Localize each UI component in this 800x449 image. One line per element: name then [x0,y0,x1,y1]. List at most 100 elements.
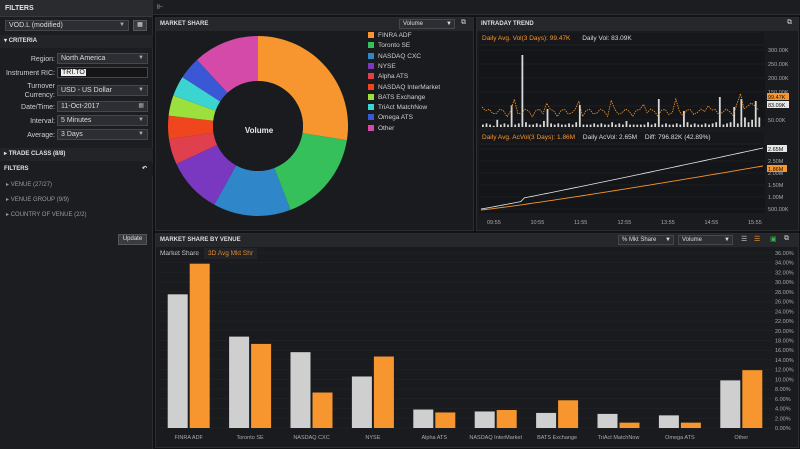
x-tick-label: NYSE [365,435,380,441]
undo-icon[interactable]: ↶ [141,166,147,172]
bar-market-share [658,415,679,428]
collapse-panel-icon[interactable]: ⊩ [157,4,164,11]
average-select[interactable]: 3 Days ▼ [57,129,148,140]
list-view-icon[interactable]: ☰ [741,236,748,243]
x-tick-label: Other [734,435,748,441]
volume-bar [754,101,757,127]
legend-swatch [368,104,374,111]
tab-market-share[interactable]: Market Share [160,250,200,257]
y-tick-label: 32.00% [775,270,794,276]
y-tick-label: 30.00% [775,280,794,286]
top-badge-vol: 83.09K [768,103,786,109]
market-share-measure-select[interactable]: Volume ▼ [399,19,455,29]
volume-bar [704,123,707,127]
filter-item-venue-group[interactable]: ▸ VENUE GROUP (9/9) [6,197,69,203]
donut-slice [168,132,218,164]
trade-class-header[interactable]: ▸ TRADE CLASS (8/8) [0,148,153,161]
y-tick-label: 24.00% [775,309,794,315]
volume-bar [629,124,631,127]
bar-3d-avg [619,422,640,428]
volume-bar [517,123,520,127]
legend-item[interactable]: Omega ATS [368,114,413,121]
x-tick-label: Toronto SE [236,435,264,441]
legend-item[interactable]: BATS Exchange [368,93,425,101]
bar-market-share [597,413,618,428]
x-tick-label: BATS Exchange [537,435,577,441]
legend-item[interactable]: FINRA ADF [368,32,412,39]
avg-acvol-line [480,165,764,211]
instrument-select[interactable]: VOD.L (modified) ▼ [5,20,129,31]
volume-bar [571,124,574,127]
toolbar: ⊩ [153,0,800,15]
legend-item[interactable]: Toronto SE [368,42,410,49]
y-tick-label: 0.00% [775,426,791,432]
volume-bar [614,124,617,127]
top-avg-text: Daily Avg. Vol(3 Days): 99.47K [482,35,571,42]
volume-bar [693,123,696,127]
calendar-icon[interactable]: ▦ [138,103,144,109]
volume-bar [618,123,621,127]
tab-3d-avg[interactable]: 3D Avg Mkt Shr [204,248,258,259]
x-tick-label: NASDAQ InterMarket [469,435,522,441]
datetime-input[interactable]: 11-Oct-2017 ▦ [57,101,148,112]
legend-item[interactable]: NYSE [368,62,396,70]
popout-icon[interactable]: ⧉ [787,19,792,26]
volume-bar [729,122,732,127]
volume-bar [600,123,603,127]
x-tick-label: 15:55 [748,220,762,226]
legend-item[interactable]: NASDAQ CXC [368,52,421,60]
volume-bar [560,124,563,127]
venue-metric-select[interactable]: % Mkt Share ▼ [618,235,674,245]
volume-bar [708,124,710,127]
excel-icon[interactable]: ▣ [770,236,777,243]
interval-select[interactable]: 5 Minutes ▼ [57,115,148,126]
volume-bar [528,124,531,127]
volume-bar [718,97,721,127]
currency-select[interactable]: USD - US Dollar ▼ [57,85,148,96]
update-button[interactable]: Update [118,234,147,245]
legend-swatch [368,42,374,49]
popout-icon[interactable]: ⧉ [784,235,789,242]
bar-market-share [413,409,434,428]
ric-input[interactable]: TRI.TO [57,67,148,78]
volume-bar [643,124,646,127]
volume-bar [557,123,560,127]
volume-bar [622,124,624,127]
chevron-down-icon: ▼ [665,237,671,243]
bar-3d-avg [435,412,456,428]
legend-label: Toronto SE [378,42,411,50]
venue-measure-select[interactable]: Volume ▼ [678,235,733,245]
legend-item[interactable]: Alpha ATS [368,73,408,80]
interval-value: 5 Minutes [61,117,92,124]
bar-market-share [536,412,557,428]
acvol-line [480,147,764,210]
volume-bar [489,124,491,127]
filter-item-country[interactable]: ▸ COUNTRY OF VENUE (2/2) [6,212,87,218]
y-tick-label: 28.00% [775,290,794,296]
volume-bar [503,123,506,127]
y-tick-label: 50.00K [768,118,786,124]
criteria-header[interactable]: ▾ CRITERIA [0,35,153,48]
avg-volume-line [481,92,759,118]
volume-bar [744,117,746,127]
bar-market-share [720,380,741,428]
chart-view-icon[interactable]: ☰ [754,236,761,243]
legend-item[interactable]: TriAct MatchNow [368,104,427,111]
popout-icon[interactable]: ⧉ [461,19,466,26]
donut-slice [173,77,221,111]
legend-item[interactable]: Other [368,124,394,132]
volume-bar [568,123,570,127]
grid-icon[interactable]: ▦ [133,20,147,31]
volume-bar [543,121,545,127]
filter-item-label: VENUE (27/27) [10,182,53,188]
legend-item[interactable]: NASDAQ InterMarket [368,83,440,91]
region-select[interactable]: North America ▼ [57,53,148,64]
venue-measure-value: Volume [682,237,703,243]
filter-item-venue[interactable]: ▸ VENUE (27/27) [6,182,53,188]
y-tick-label: 1.50M [768,183,784,189]
volume-bar [535,123,538,127]
top-plot-bg [479,46,765,127]
volume-bar [539,124,542,127]
filters-subheader: FILTERS ↶ [0,163,153,176]
